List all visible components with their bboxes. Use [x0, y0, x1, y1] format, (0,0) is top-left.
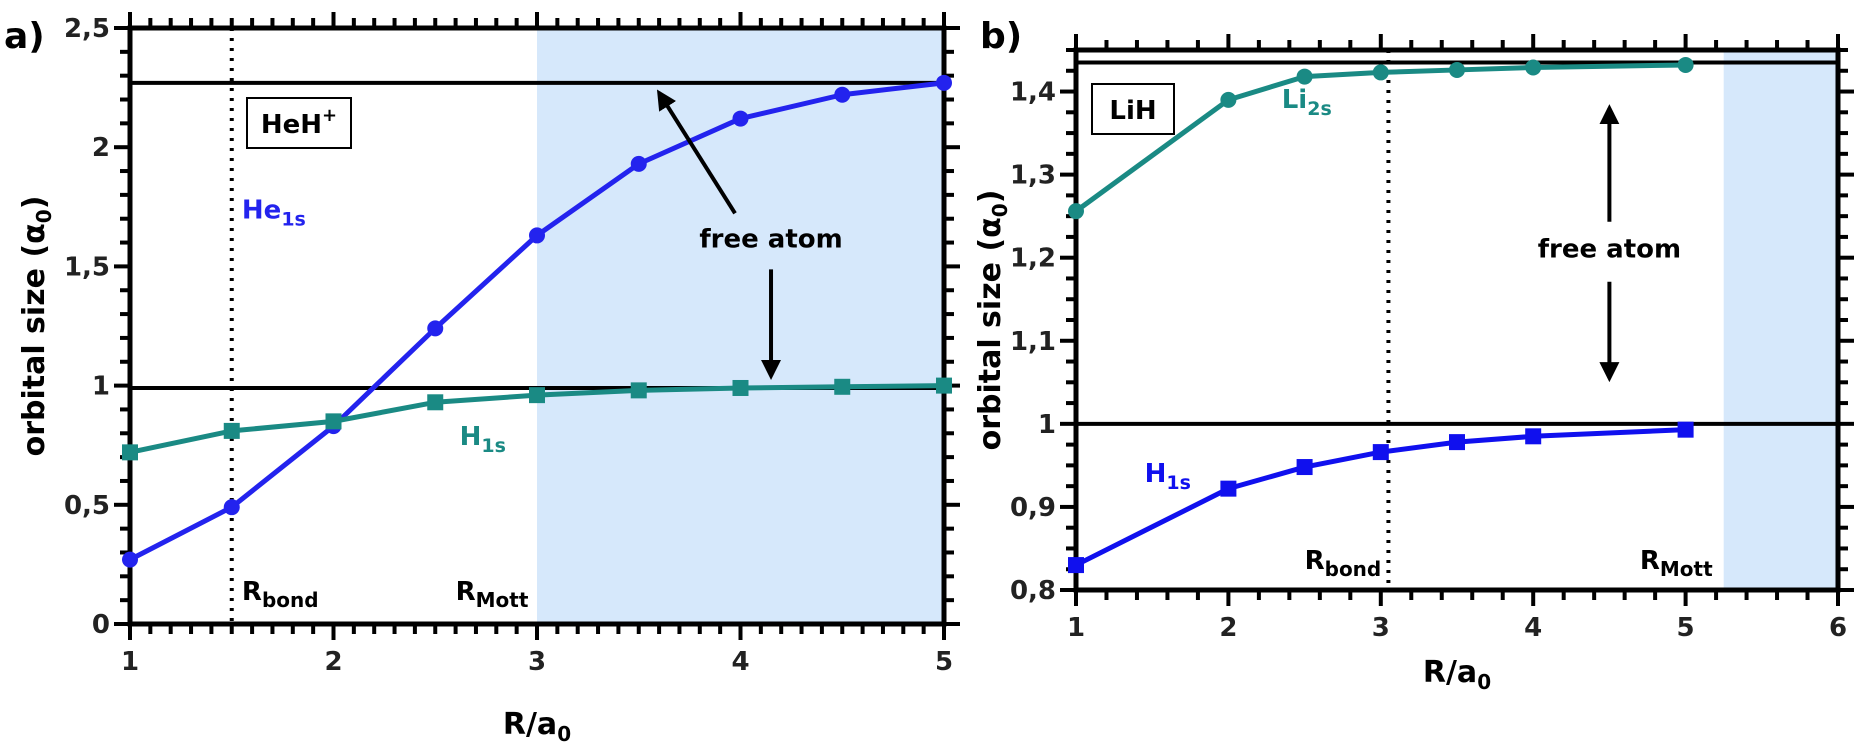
y-tick-label: 1,2	[1010, 244, 1056, 274]
data-point	[427, 320, 444, 337]
series-label: H1s	[1145, 459, 1191, 494]
data-point	[630, 382, 647, 399]
molecule-box	[1091, 83, 1175, 135]
r-mott-label: RMott	[1640, 546, 1713, 581]
data-point	[1525, 59, 1542, 76]
molecule-box	[246, 97, 352, 149]
data-point	[936, 377, 952, 394]
y-tick-label: 2	[92, 133, 110, 163]
data-point	[122, 444, 138, 461]
arrow-up-diag	[656, 89, 737, 215]
data-point	[1296, 68, 1313, 85]
y-tick-label: 1,5	[64, 252, 110, 282]
data-point	[1220, 91, 1237, 108]
y-tick-label: 0,8	[1010, 576, 1056, 606]
data-point	[529, 227, 545, 244]
x-tick-label: 4	[1524, 613, 1542, 643]
data-point	[834, 86, 851, 103]
data-point	[630, 155, 647, 172]
data-point	[223, 422, 240, 439]
data-point	[1372, 444, 1389, 461]
x-tick-label: 2	[1219, 613, 1237, 643]
data-point	[1296, 459, 1313, 476]
x-axis-title: R/a0	[503, 707, 571, 746]
data-point	[529, 387, 545, 404]
x-tick-label: 6	[1829, 613, 1847, 643]
data-point	[1677, 421, 1694, 438]
x-tick-label: 1	[121, 647, 139, 677]
molecule-label: HeH+	[261, 105, 337, 140]
data-point	[936, 74, 952, 91]
x-tick-label: 3	[528, 647, 546, 677]
panel-letter: b)	[980, 16, 1022, 57]
x-axis-title: R/a0	[1423, 655, 1491, 694]
data-point	[1449, 434, 1465, 451]
y-tick-label: 0	[92, 610, 110, 640]
data-point	[834, 378, 851, 395]
x-tick-label: 4	[731, 647, 749, 677]
r-bond-label: Rbond	[242, 577, 319, 612]
y-tick-label: 1,3	[1010, 161, 1056, 191]
data-point	[1068, 203, 1084, 220]
data-point	[732, 110, 749, 127]
panel-b: 1 2 3 4 5 6 0,8 0,9 1 1,1 1,2 1,3 1,4 R/a0 orbital siz…	[973, 16, 1854, 694]
data-point	[732, 379, 749, 396]
series-label: H1s	[460, 422, 506, 457]
y-tick-label: 2,5	[64, 14, 110, 44]
y-tick-label: 0,5	[64, 491, 110, 521]
data-point	[1449, 61, 1465, 78]
data-point	[427, 394, 444, 411]
y-tick-label: 1,4	[1010, 78, 1056, 108]
r-mott-label: RMott	[456, 577, 529, 612]
y-tick-label: 1	[92, 372, 110, 402]
r-bond-label: Rbond	[1305, 546, 1382, 581]
data-point	[1677, 56, 1694, 73]
y-tick-label: 0,9	[1010, 493, 1056, 523]
x-tick-label: 1	[1067, 613, 1085, 643]
series-label: He1s	[242, 196, 306, 231]
data-point	[122, 551, 138, 568]
panel-letter: a)	[4, 16, 45, 57]
molecule-label: LiH	[1109, 96, 1156, 126]
x-tick-label: 3	[1372, 613, 1390, 643]
free-atom-label: free atom	[699, 224, 842, 254]
y-axis-title: orbital size (α0)	[17, 196, 56, 457]
x-tick-label: 5	[1677, 613, 1695, 643]
y-tick-label: 1	[1038, 410, 1056, 440]
data-point	[1220, 480, 1237, 497]
y-tick-label: 1,1	[1010, 327, 1056, 357]
x-tick-label: 2	[324, 647, 342, 677]
free-atom-label: free atom	[1538, 235, 1681, 265]
x-tick-label: 5	[935, 647, 953, 677]
y-axis-title: orbital size (α0)	[973, 190, 1012, 451]
data-point	[1068, 557, 1084, 574]
data-point	[1525, 428, 1542, 445]
panel-a: 1 2 3 4 5 0 0,5 1 1,5 2 2,5 R/a0 orbital size (α0) a)…	[4, 12, 960, 746]
series-label: Li2s	[1282, 85, 1332, 120]
mott-shaded-region	[537, 28, 944, 624]
data-point	[1372, 64, 1389, 81]
data-point	[223, 499, 240, 516]
mott-shaded-region	[1723, 50, 1838, 590]
data-point	[325, 413, 342, 430]
